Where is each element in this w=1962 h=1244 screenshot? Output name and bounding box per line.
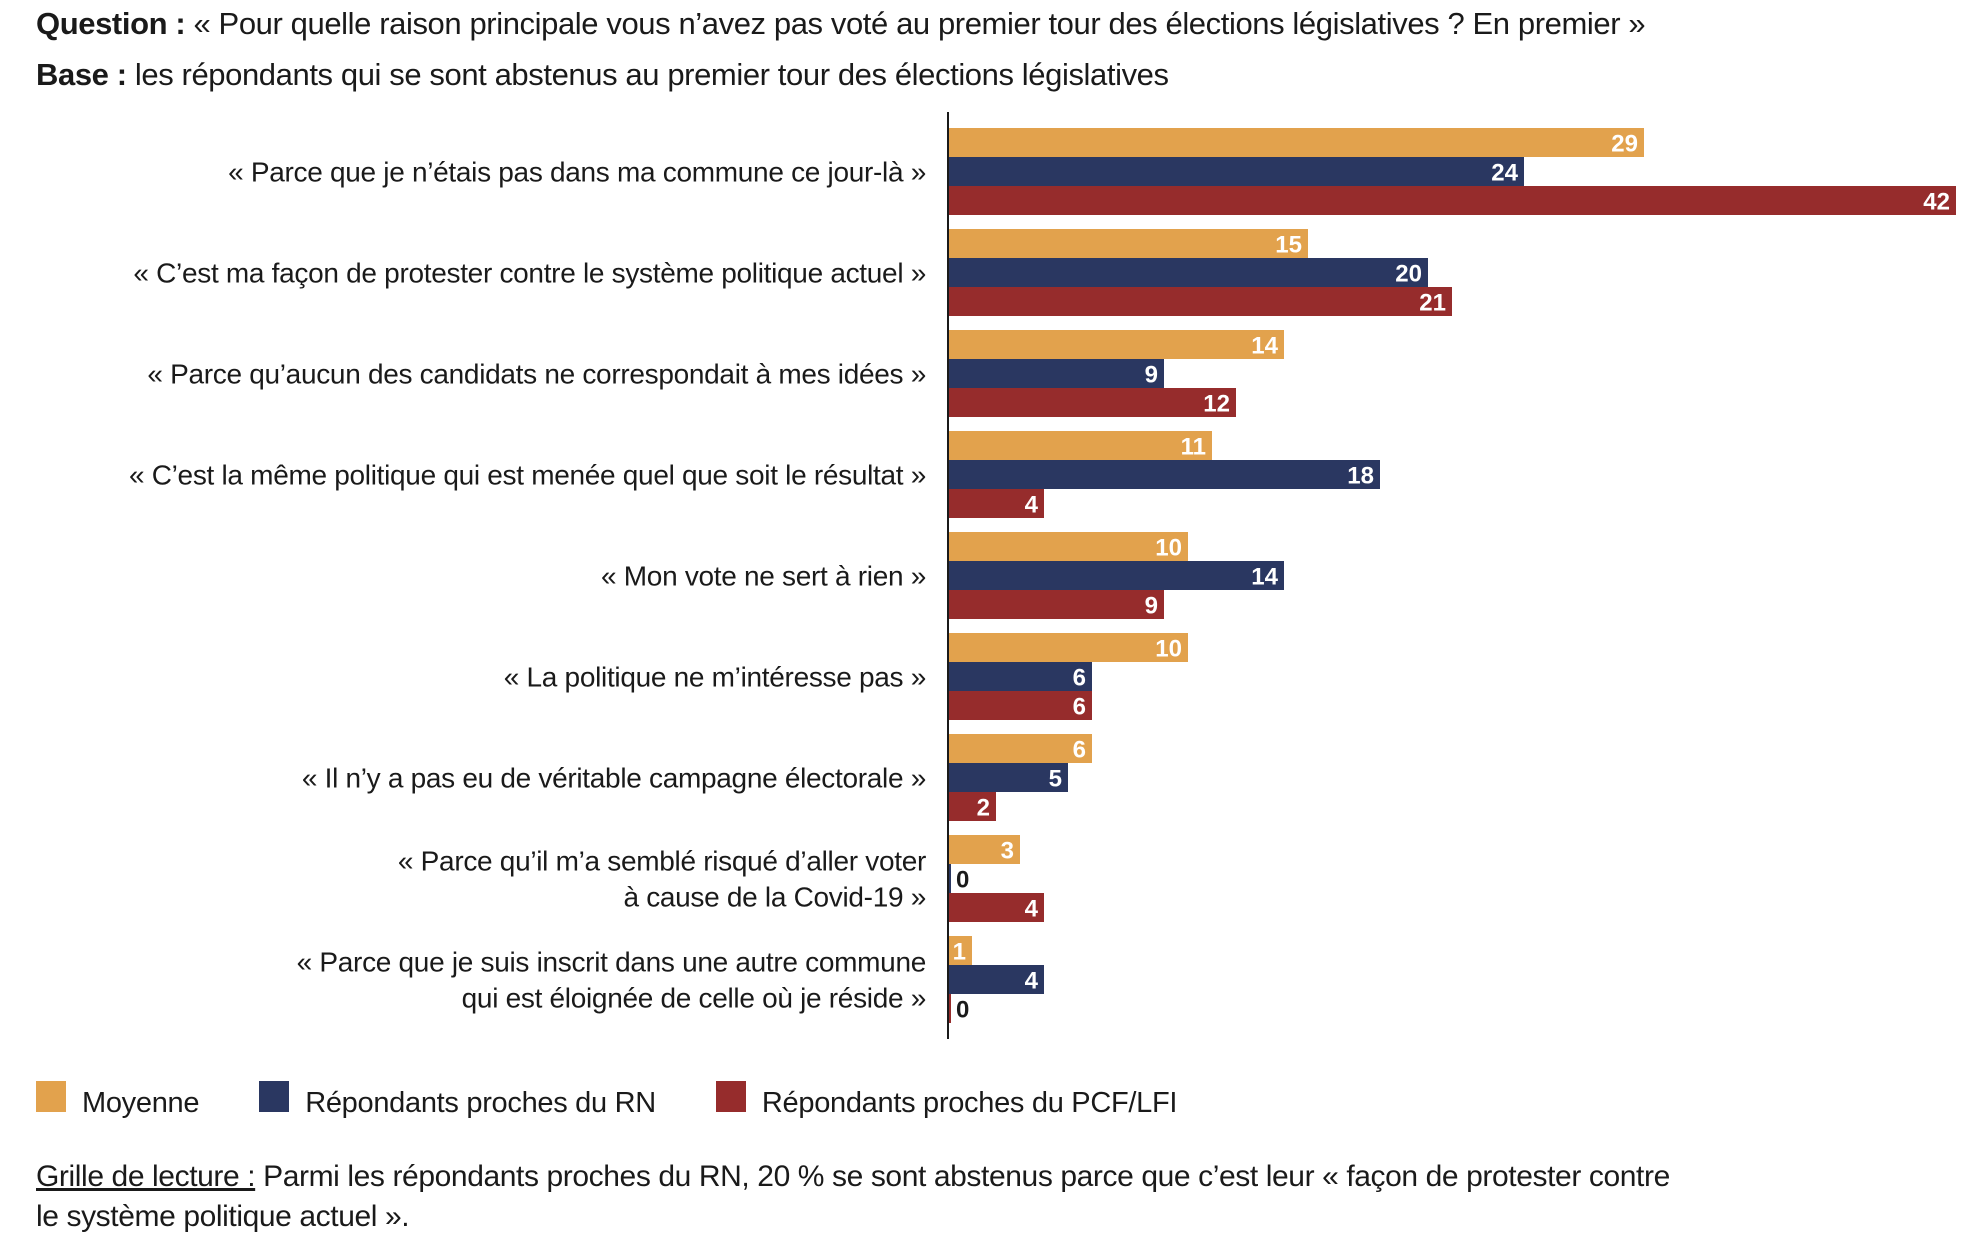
bar-value-label: 2 (977, 795, 990, 822)
legend-item-rn: Répondants proches du RN (259, 1079, 656, 1119)
bar-rn (948, 864, 951, 893)
bar-value-label: 10 (1155, 535, 1182, 562)
bar-pcf-lfi (948, 186, 1956, 215)
bar-moyenne (948, 128, 1644, 157)
bar-rn (948, 561, 1284, 590)
legend-label-rn: Répondants proches du RN (305, 1087, 656, 1119)
bar-rn (948, 662, 1092, 691)
reading-guide-label: Grille de lecture : (36, 1160, 256, 1193)
legend-item-pcf-lfi: Répondants proches du PCF/LFI (715, 1079, 1177, 1119)
category-label: « Parce qu’il m’a semblé risqué d’aller … (398, 846, 926, 877)
reading-guide-line1: Grille de lecture : Parmi les répondants… (36, 1160, 1670, 1194)
bar-rn (948, 965, 1044, 994)
bar-value-label: 14 (1251, 333, 1278, 360)
bar-rn (948, 258, 1428, 287)
bar-value-label: 5 (1049, 766, 1062, 793)
bar-moyenne (948, 835, 1020, 864)
bar-pcf-lfi (948, 388, 1236, 417)
bar-moyenne (948, 431, 1212, 460)
bar-value-label: 21 (1419, 290, 1446, 317)
bar-value-label: 0 (956, 997, 969, 1024)
bar-moyenne (948, 936, 972, 965)
question-text: « Pour quelle raison principale vous n’a… (193, 6, 1646, 41)
bar-moyenne (948, 633, 1188, 662)
category-label: « Parce qu’aucun des candidats ne corres… (147, 359, 926, 390)
bar-rn (948, 359, 1164, 388)
bar-pcf-lfi (948, 590, 1164, 619)
bar-value-label: 11 (1181, 434, 1206, 461)
question-label: Question : (36, 6, 186, 41)
bar-value-label: 6 (1073, 694, 1086, 721)
legend-swatch-moyenne (36, 1081, 66, 1112)
bar-pcf-lfi (948, 893, 1044, 922)
bar-moyenne (948, 229, 1308, 258)
category-label: « C’est ma façon de protester contre le … (133, 258, 926, 289)
bar-value-label: 42 (1923, 189, 1950, 216)
bar-rn (948, 157, 1524, 186)
bar-value-label: 4 (1025, 492, 1039, 519)
reading-guide-text1: Parmi les répondants proches du RN, 20 %… (255, 1160, 1670, 1193)
reading-guide-line2: le système politique actuel ». (36, 1200, 410, 1234)
bar-value-label: 24 (1491, 160, 1518, 187)
legend-swatch-pcf-lfi (715, 1081, 746, 1112)
bar-value-label: 15 (1275, 232, 1302, 259)
bar-value-label: 3 (1001, 838, 1014, 865)
bar-pcf-lfi (948, 287, 1452, 316)
bar-value-label: 6 (1073, 665, 1086, 692)
bar-value-label: 12 (1203, 391, 1230, 418)
bar-value-label: 10 (1155, 636, 1182, 663)
base-text: les répondants qui se sont abstenus au p… (134, 57, 1169, 92)
bar-moyenne (948, 532, 1188, 561)
bar-value-label: 9 (1145, 362, 1158, 389)
bar-chart: « Parce que je n’étais pas dans ma commu… (129, 112, 1956, 1039)
legend-swatch-rn (259, 1081, 290, 1112)
bar-pcf-lfi (948, 792, 996, 821)
legend-item-moyenne: Moyenne (36, 1079, 200, 1119)
category-label: qui est éloignée de celle où je réside » (462, 983, 926, 1014)
bar-value-label: 4 (1025, 896, 1039, 923)
bar-rn (948, 763, 1068, 792)
bar-moyenne (948, 330, 1284, 359)
category-label: « C’est la même politique qui est menée … (129, 460, 926, 491)
bar-value-label: 14 (1251, 564, 1278, 591)
category-label: « La politique ne m’intéresse pas » (504, 662, 926, 693)
bar-value-label: 29 (1611, 131, 1638, 158)
category-label: « Mon vote ne sert à rien » (601, 561, 926, 592)
bar-value-label: 9 (1145, 593, 1158, 620)
legend-label-pcf-lfi: Répondants proches du PCF/LFI (761, 1087, 1178, 1119)
question-line: Question : « Pour quelle raison principa… (36, 6, 1646, 42)
bar-pcf-lfi (948, 994, 951, 1023)
bar-pcf-lfi (948, 489, 1044, 518)
bar-value-label: 4 (1025, 968, 1039, 995)
bar-value-label: 6 (1073, 737, 1086, 764)
bar-value-label: 1 (953, 939, 966, 966)
category-label: « Il n’y a pas eu de véritable campagne … (302, 763, 926, 794)
category-label: « Parce que je n’étais pas dans ma commu… (228, 157, 926, 188)
category-label: « Parce que je suis inscrit dans une aut… (297, 947, 926, 978)
bar-pcf-lfi (948, 691, 1092, 720)
base-line: Base : les répondants qui se sont absten… (36, 57, 1169, 93)
category-label: à cause de la Covid-19 » (623, 882, 926, 913)
bar-value-label: 18 (1347, 463, 1374, 490)
base-label: Base : (36, 57, 127, 92)
chart-legend: Moyenne Répondants proches du RN Réponda… (36, 1079, 1237, 1119)
legend-label-moyenne: Moyenne (82, 1087, 200, 1119)
bar-moyenne (948, 734, 1092, 763)
bar-value-label: 20 (1395, 261, 1422, 288)
reading-guide-text2: le système politique actuel ». (36, 1200, 410, 1233)
bar-rn (948, 460, 1380, 489)
bar-value-label: 0 (956, 867, 969, 894)
